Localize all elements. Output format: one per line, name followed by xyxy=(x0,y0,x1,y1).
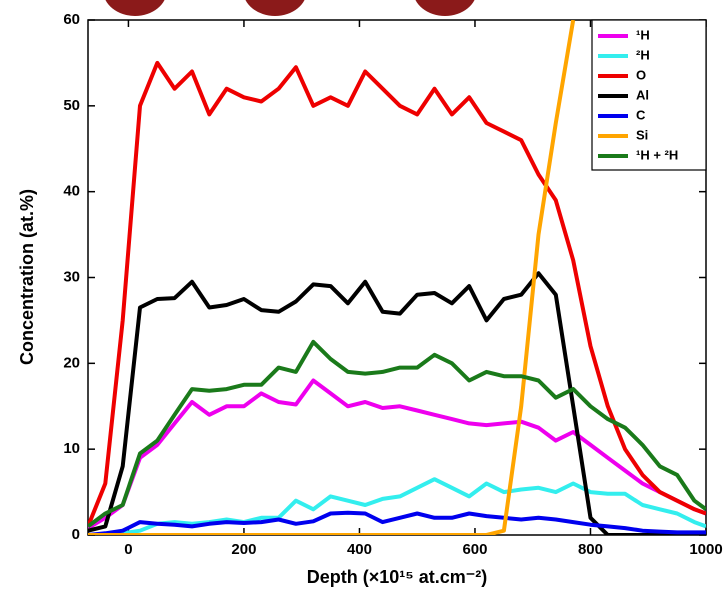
y-tick-label: 20 xyxy=(63,354,80,371)
series-line xyxy=(88,339,706,529)
series-line xyxy=(88,510,706,535)
legend-label: O xyxy=(636,67,646,82)
legend-label: Al xyxy=(636,87,649,102)
series-line xyxy=(88,60,706,528)
y-tick-label: 0 xyxy=(72,526,80,543)
legend-label: C xyxy=(636,107,646,122)
series-line xyxy=(88,477,706,535)
x-axis-label: Depth (×10¹⁵ at.cm⁻²) xyxy=(307,567,487,587)
y-tick-label: 40 xyxy=(63,183,80,200)
x-tick-label: 0 xyxy=(124,541,132,558)
x-tick-label: 200 xyxy=(231,541,256,558)
decor xyxy=(105,0,475,16)
x-tick-label: 1000 xyxy=(689,541,722,558)
x-tick-label: 400 xyxy=(347,541,372,558)
series-line xyxy=(88,271,706,535)
legend-label: ¹H + ²H xyxy=(636,147,678,162)
x-tick-label: 600 xyxy=(462,541,487,558)
legend-label: ²H xyxy=(636,47,650,62)
y-axis-label: Concentration (at.%) xyxy=(17,189,37,365)
legend-label: ¹H xyxy=(636,27,650,42)
series-line xyxy=(88,378,706,530)
x-tick-label: 800 xyxy=(578,541,603,558)
plot-lines xyxy=(88,20,706,535)
y-tick-label: 30 xyxy=(63,268,80,285)
series-line xyxy=(88,20,576,535)
y-tick-label: 60 xyxy=(63,11,80,28)
legend-label: Si xyxy=(636,127,648,142)
y-tick-label: 50 xyxy=(63,97,80,114)
legend: ¹H ²H O Al C Si ¹H + ²H xyxy=(591,19,707,171)
y-tick-label: 10 xyxy=(63,440,80,457)
